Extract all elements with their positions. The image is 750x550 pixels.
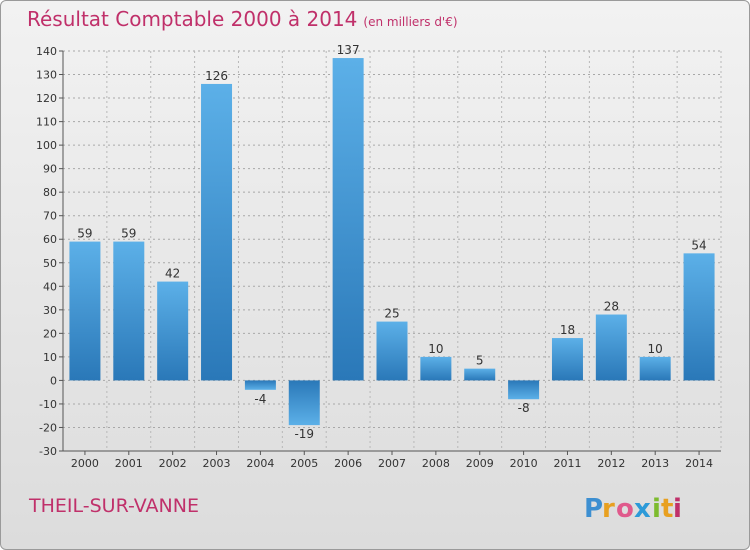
y-tick-label: 100 [36, 139, 57, 152]
y-tick-label: -30 [39, 445, 57, 458]
data-label-2007: 25 [384, 307, 399, 321]
commune-name: THEIL-SUR-VANNE [29, 495, 199, 517]
bar-2008 [420, 356, 452, 381]
y-tick-label: -10 [39, 398, 57, 411]
data-label-2013: 10 [648, 342, 663, 356]
bar-2014 [683, 253, 715, 381]
bars [69, 58, 715, 426]
x-tick-label: 2014 [685, 457, 713, 470]
bar-chart: -30 -20 -10 0 10 20 30 40 50 60 70 80 90 100 110 120 130… [36, 43, 722, 470]
chart-title-text: Résultat Comptable 2000 à 2014 [27, 7, 358, 31]
axes: -30 -20 -10 0 10 20 30 40 50 60 70 80 90 100 110 120 130… [36, 45, 721, 470]
x-tick-label: 2011 [553, 457, 581, 470]
data-label-2002: 42 [165, 267, 180, 281]
bar-2009 [464, 368, 496, 381]
bar-2000 [69, 241, 101, 381]
x-tick-label: 2005 [290, 457, 318, 470]
data-label-2014: 54 [691, 238, 706, 252]
x-tick-label: 2009 [466, 457, 494, 470]
svg-text:i: i [673, 494, 682, 524]
svg-text:P: P [584, 494, 603, 524]
svg-text:t: t [661, 494, 673, 524]
y-tick-label: 70 [43, 210, 57, 223]
data-label-2004: -4 [254, 392, 266, 406]
y-tick-label: 80 [43, 186, 57, 199]
y-tick-label: -20 [39, 421, 57, 434]
x-tick-label: 2008 [422, 457, 450, 470]
x-tick-label: 2003 [203, 457, 231, 470]
y-tick-label: 10 [43, 351, 57, 364]
bar-2006 [332, 58, 364, 381]
y-tick-label: 140 [36, 45, 57, 58]
y-tick-label: 20 [43, 327, 57, 340]
x-tick-label: 2001 [115, 457, 143, 470]
data-label-2009: 5 [476, 354, 484, 368]
x-tick-label: 2012 [597, 457, 625, 470]
y-tick-label: 130 [36, 69, 57, 82]
data-label-2005: -19 [294, 427, 314, 441]
data-label-2011: 18 [560, 323, 575, 337]
data-label-2010: -8 [518, 401, 530, 415]
bar-2003 [201, 83, 233, 381]
svg-text:r: r [602, 494, 615, 524]
svg-text:o: o [616, 494, 634, 524]
data-labels: 59 59 42 126 -4 -19 137 25 10 5 -8 18 28 10 54 [77, 43, 706, 441]
data-label-2001: 59 [121, 227, 136, 241]
x-tick-label: 2007 [378, 457, 406, 470]
y-tick-label: 40 [43, 280, 57, 293]
x-tick-label: 2013 [641, 457, 669, 470]
bar-2002 [157, 281, 189, 381]
bar-2004 [244, 380, 276, 390]
x-tick-label: 2006 [334, 457, 362, 470]
chart-title: Résultat Comptable 2000 à 2014 (en millie… [27, 7, 458, 31]
chart-subtitle: (en milliers d'€) [363, 15, 458, 29]
bar-2001 [113, 241, 145, 381]
proxiti-logo: P r o x i t i [584, 494, 682, 524]
y-tick-label: 50 [43, 257, 57, 270]
bar-2012 [595, 314, 627, 381]
svg-text:x: x [634, 494, 651, 524]
y-tick-label: 120 [36, 92, 57, 105]
y-tick-label: 30 [43, 304, 57, 317]
bar-2011 [551, 338, 583, 381]
bar-2005 [288, 380, 320, 426]
bar-2010 [508, 380, 540, 400]
data-label-2006: 137 [337, 43, 360, 57]
x-tick-label: 2000 [71, 457, 99, 470]
y-tick-label: 110 [36, 116, 57, 129]
data-label-2012: 28 [604, 300, 619, 314]
bar-2007 [376, 321, 408, 381]
svg-text:i: i [652, 494, 661, 524]
data-label-2003: 126 [205, 69, 228, 83]
data-label-2000: 59 [77, 227, 92, 241]
x-tick-label: 2010 [510, 457, 538, 470]
x-tick-label: 2002 [159, 457, 187, 470]
x-tick-label: 2004 [246, 457, 274, 470]
data-label-2008: 10 [428, 342, 443, 356]
grid [62, 50, 722, 452]
y-tick-label: 90 [43, 163, 57, 176]
y-tick-label: 60 [43, 233, 57, 246]
bar-2013 [639, 356, 671, 381]
y-tick-label: 0 [50, 374, 57, 387]
